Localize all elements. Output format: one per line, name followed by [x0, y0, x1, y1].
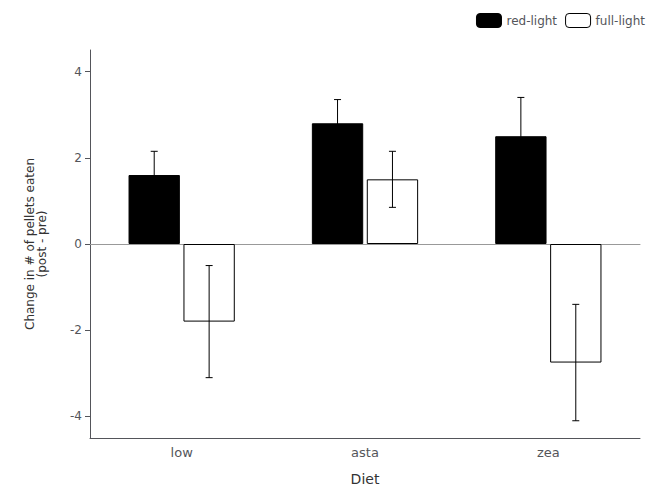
svg-text:-2: -2	[70, 323, 82, 337]
svg-text:full-light: full-light	[596, 14, 646, 28]
svg-text:low: low	[171, 445, 194, 460]
svg-text:zea: zea	[537, 445, 560, 460]
svg-text:-4: -4	[70, 409, 82, 423]
svg-text:Diet: Diet	[351, 471, 380, 487]
svg-text:Change in # of pellets eaten: Change in # of pellets eaten	[23, 158, 37, 330]
svg-text:asta: asta	[351, 445, 379, 460]
svg-text:4: 4	[74, 65, 82, 79]
svg-text:red-light: red-light	[506, 14, 557, 28]
svg-text:(post - pre): (post - pre)	[35, 211, 49, 278]
svg-text:2: 2	[74, 151, 82, 165]
svg-text:0: 0	[74, 237, 82, 251]
